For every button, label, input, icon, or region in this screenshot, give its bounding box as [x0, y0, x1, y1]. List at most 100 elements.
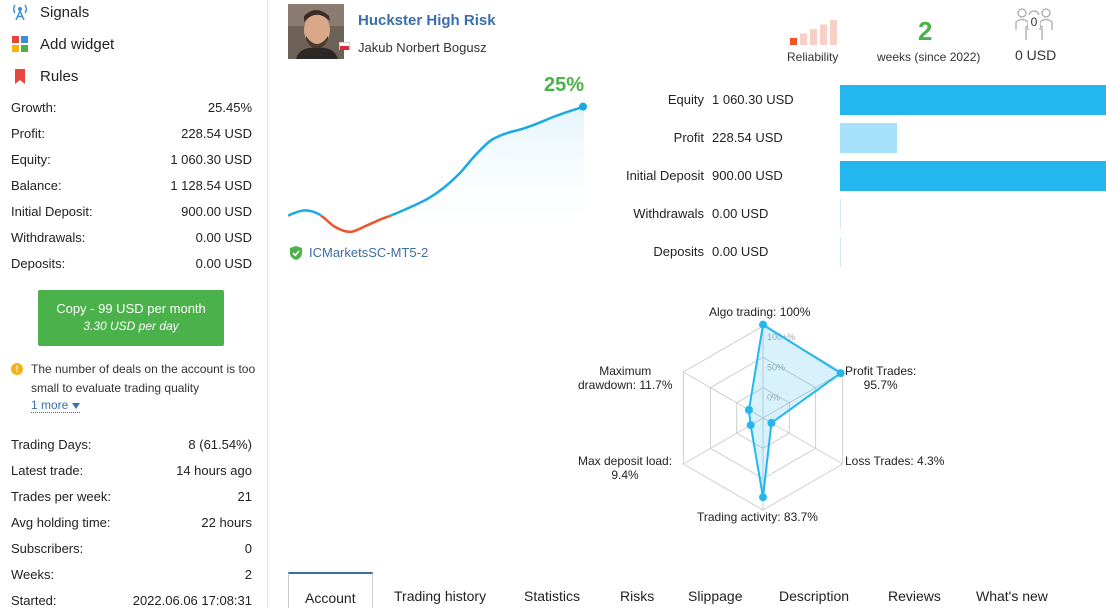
radar-axis-label: Max deposit load: 9.4% — [578, 454, 673, 482]
stat-label: Avg holding time: — [11, 515, 111, 530]
stat-row: Subscribers: 0 — [11, 541, 252, 556]
balance-bar[interactable] — [840, 85, 1106, 115]
balance-bar[interactable] — [840, 161, 1106, 191]
reliability-label: Reliability — [787, 50, 839, 64]
stat-value: 0.00 USD — [195, 256, 252, 271]
stat-row: Initial Deposit: 900.00 USD — [11, 204, 252, 219]
stat-value: 8 (61.54%) — [188, 437, 252, 452]
stat-value: 1 060.30 USD — [170, 152, 252, 167]
reliability-bar — [810, 29, 817, 45]
reliability-bar — [820, 24, 827, 45]
stat-value: 25.45% — [207, 100, 252, 115]
stat-row: Balance: 1 128.54 USD — [11, 178, 252, 193]
stat-label: Deposits: — [11, 256, 66, 271]
radar-point[interactable] — [744, 405, 753, 414]
stat-label: Growth: — [11, 100, 57, 115]
balance-bar[interactable] — [840, 199, 841, 229]
stat-row: Withdrawals: 0.00 USD — [11, 230, 252, 245]
growth-area — [288, 106, 584, 237]
nav-rules[interactable]: Rules — [11, 65, 78, 87]
stat-label: Weeks: — [11, 567, 55, 582]
radar-spoke — [762, 417, 843, 465]
copy-price-day: 3.30 USD per day — [83, 319, 179, 333]
balance-bar-value: 0.00 USD — [712, 206, 769, 221]
shield-check-icon — [290, 245, 302, 260]
radar-spoke — [762, 371, 843, 419]
tab-reviews[interactable]: Reviews — [888, 588, 941, 604]
stat-label: Latest trade: — [11, 463, 84, 478]
more-warnings-link[interactable]: 1 more — [31, 398, 80, 413]
stat-label: Subscribers: — [11, 541, 84, 556]
stat-value: 2022.06.06 17:08:31 — [132, 593, 252, 608]
nav-rules-label: Rules — [40, 67, 79, 85]
balance-bar-row: Deposits 0.00 USD — [580, 237, 1106, 267]
avatar[interactable] — [288, 4, 344, 59]
growth-chart[interactable] — [288, 72, 588, 237]
stat-label: Profit: — [11, 126, 45, 141]
balance-bar-label: Deposits — [653, 244, 704, 259]
warning-text: The number of deals on the account is to… — [31, 362, 256, 395]
tab-description[interactable]: Description — [779, 588, 850, 604]
stat-value: 228.54 USD — [181, 126, 252, 141]
radar-point[interactable] — [836, 369, 845, 378]
radar-point[interactable] — [746, 421, 755, 430]
stat-label: Balance: — [11, 178, 62, 193]
subscribers-funds: 0 USD — [1015, 47, 1057, 63]
reliability-bar — [830, 20, 837, 45]
signal-title[interactable]: Huckster High Risk — [358, 12, 496, 29]
balance-bar-label: Withdrawals — [633, 206, 704, 221]
sidebar: Signals Add widget Rules Growth: 25.45% Pr… — [0, 0, 268, 608]
stat-row: Deposits: 0.00 USD — [11, 256, 252, 271]
stat-label: Equity: — [11, 152, 51, 167]
exclamation-icon: ! — [11, 363, 23, 375]
caret-down-icon — [71, 403, 80, 409]
signal-antenna-icon — [11, 3, 29, 21]
reliability-bar — [800, 33, 807, 45]
stat-value: 0 — [244, 541, 252, 556]
nav-signals[interactable]: Signals — [11, 1, 89, 23]
tab-account[interactable]: Account — [288, 572, 373, 608]
widget-blocks-icon — [11, 35, 29, 53]
radar-value-area — [747, 322, 843, 498]
balance-bar-row: Profit 228.54 USD — [580, 123, 1106, 153]
country-flag — [339, 42, 350, 50]
balance-bar-row: Initial Deposit 900.00 USD — [580, 161, 1106, 191]
stat-row: Weeks: 2 — [11, 567, 252, 582]
radar-ring-label: 0% — [767, 393, 780, 403]
radar-axis-label: Trading activity: 83.7% — [697, 510, 818, 524]
stat-value: 900.00 USD — [181, 204, 252, 219]
stat-label: Started: — [11, 593, 57, 608]
radar-point[interactable] — [767, 418, 776, 427]
balance-bar-value: 0.00 USD — [712, 244, 769, 259]
stat-value: 1 128.54 USD — [170, 178, 252, 193]
subscribers-count: 0 — [1031, 15, 1038, 29]
balance-bar-label: Initial Deposit — [625, 168, 704, 183]
broker-server-link[interactable]: ICMarketsSC-MT5-2 — [289, 245, 428, 260]
balance-bar[interactable] — [840, 123, 898, 153]
radar-axis-label: Maximum drawdown: 11.7% — [578, 364, 673, 392]
stat-label: Withdrawals: — [11, 230, 86, 245]
reliability-bar — [790, 38, 797, 45]
radar-point[interactable] — [759, 320, 767, 329]
radar-axis-label: Profit Trades: 95.7% — [845, 364, 917, 392]
balance-bar-label: Profit — [673, 130, 704, 145]
growth-percent: 25% — [544, 74, 585, 96]
copy-subscribe-button[interactable]: Copy - 99 USD per month 3.30 USD per day — [38, 290, 224, 346]
tab-what-s-new[interactable]: What's new — [976, 588, 1048, 604]
stat-row: Equity: 1 060.30 USD — [11, 152, 252, 167]
tab-statistics[interactable]: Statistics — [524, 588, 581, 604]
tab-trading-history[interactable]: Trading history — [394, 588, 487, 604]
stat-row: Latest trade: 14 hours ago — [11, 463, 252, 478]
author-name[interactable]: Jakub Norbert Bogusz — [358, 40, 487, 55]
balance-bar-row: Equity 1 060.30 USD — [580, 85, 1106, 115]
radar-point[interactable] — [759, 493, 767, 502]
growth-last-point — [579, 102, 587, 111]
radar-axis-label: Algo trading: 100% — [709, 305, 811, 319]
tab-risks[interactable]: Risks — [620, 588, 655, 604]
radar-ring-label: 50% — [767, 362, 785, 372]
tab-slippage[interactable]: Slippage — [688, 588, 743, 604]
balance-bar[interactable] — [840, 237, 841, 267]
stat-row: Trades per week: 21 — [11, 489, 252, 504]
more-warnings-label: 1 more — [31, 398, 69, 412]
nav-add-widget[interactable]: Add widget — [11, 33, 114, 55]
